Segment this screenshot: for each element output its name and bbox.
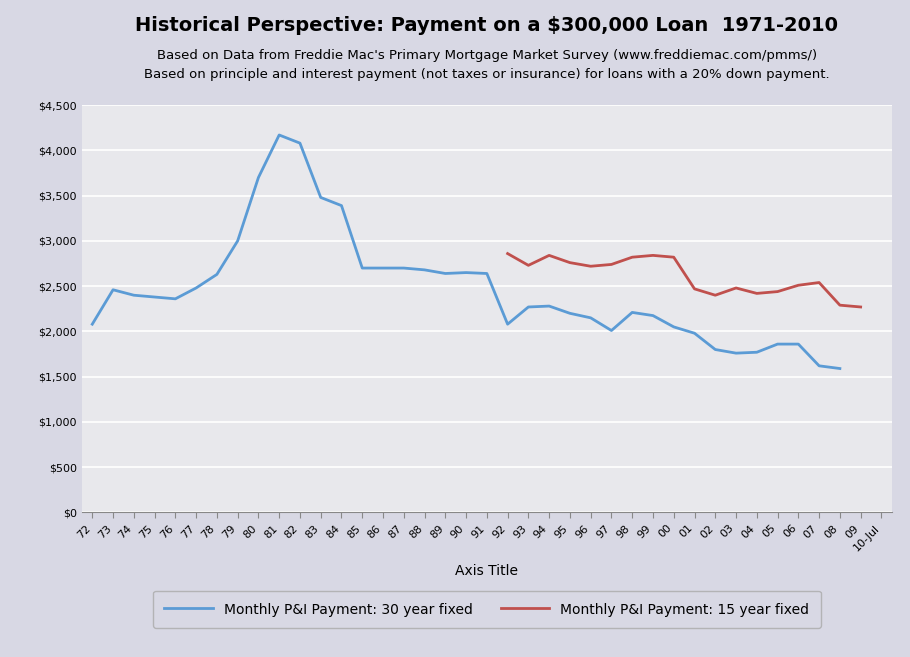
Monthly P&I Payment: 15 year fixed: (23, 2.76e+03): 15 year fixed: (23, 2.76e+03): [564, 259, 575, 267]
Monthly P&I Payment: 30 year fixed: (18, 2.65e+03): 30 year fixed: (18, 2.65e+03): [460, 269, 471, 277]
Monthly P&I Payment: 15 year fixed: (28, 2.82e+03): 15 year fixed: (28, 2.82e+03): [668, 253, 679, 261]
Monthly P&I Payment: 15 year fixed: (26, 2.82e+03): 15 year fixed: (26, 2.82e+03): [627, 253, 638, 261]
Monthly P&I Payment: 30 year fixed: (2, 2.4e+03): 30 year fixed: (2, 2.4e+03): [128, 291, 139, 299]
Monthly P&I Payment: 30 year fixed: (7, 3e+03): 30 year fixed: (7, 3e+03): [232, 237, 243, 245]
Monthly P&I Payment: 15 year fixed: (22, 2.84e+03): 15 year fixed: (22, 2.84e+03): [543, 252, 554, 260]
Monthly P&I Payment: 30 year fixed: (23, 2.2e+03): 30 year fixed: (23, 2.2e+03): [564, 309, 575, 317]
Monthly P&I Payment: 15 year fixed: (35, 2.54e+03): 15 year fixed: (35, 2.54e+03): [814, 279, 824, 286]
Monthly P&I Payment: 30 year fixed: (0, 2.08e+03): 30 year fixed: (0, 2.08e+03): [86, 320, 97, 328]
Monthly P&I Payment: 30 year fixed: (5, 2.48e+03): 30 year fixed: (5, 2.48e+03): [191, 284, 202, 292]
Monthly P&I Payment: 30 year fixed: (3, 2.38e+03): 30 year fixed: (3, 2.38e+03): [149, 293, 160, 301]
Monthly P&I Payment: 30 year fixed: (30, 1.8e+03): 30 year fixed: (30, 1.8e+03): [710, 346, 721, 353]
Monthly P&I Payment: 30 year fixed: (19, 2.64e+03): 30 year fixed: (19, 2.64e+03): [481, 269, 492, 277]
Monthly P&I Payment: 15 year fixed: (30, 2.4e+03): 15 year fixed: (30, 2.4e+03): [710, 291, 721, 299]
Monthly P&I Payment: 30 year fixed: (14, 2.7e+03): 30 year fixed: (14, 2.7e+03): [378, 264, 389, 272]
Monthly P&I Payment: 30 year fixed: (25, 2.01e+03): 30 year fixed: (25, 2.01e+03): [606, 327, 617, 334]
Monthly P&I Payment: 30 year fixed: (32, 1.77e+03): 30 year fixed: (32, 1.77e+03): [752, 348, 763, 356]
Monthly P&I Payment: 30 year fixed: (24, 2.15e+03): 30 year fixed: (24, 2.15e+03): [585, 314, 596, 322]
Monthly P&I Payment: 15 year fixed: (37, 2.27e+03): 15 year fixed: (37, 2.27e+03): [855, 303, 866, 311]
Monthly P&I Payment: 30 year fixed: (26, 2.21e+03): 30 year fixed: (26, 2.21e+03): [627, 309, 638, 317]
X-axis label: Axis Title: Axis Title: [455, 564, 519, 578]
Line: Monthly P&I Payment: 30 year fixed: Monthly P&I Payment: 30 year fixed: [92, 135, 840, 369]
Monthly P&I Payment: 30 year fixed: (31, 1.76e+03): 30 year fixed: (31, 1.76e+03): [731, 350, 742, 357]
Monthly P&I Payment: 30 year fixed: (35, 1.62e+03): 30 year fixed: (35, 1.62e+03): [814, 362, 824, 370]
Monthly P&I Payment: 30 year fixed: (22, 2.28e+03): 30 year fixed: (22, 2.28e+03): [543, 302, 554, 310]
Monthly P&I Payment: 15 year fixed: (27, 2.84e+03): 15 year fixed: (27, 2.84e+03): [648, 252, 659, 260]
Line: Monthly P&I Payment: 15 year fixed: Monthly P&I Payment: 15 year fixed: [508, 254, 861, 307]
Monthly P&I Payment: 30 year fixed: (13, 2.7e+03): 30 year fixed: (13, 2.7e+03): [357, 264, 368, 272]
Text: Based on Data from Freddie Mac's Primary Mortgage Market Survey (www.freddiemac.: Based on Data from Freddie Mac's Primary…: [157, 49, 817, 62]
Monthly P&I Payment: 15 year fixed: (36, 2.29e+03): 15 year fixed: (36, 2.29e+03): [834, 301, 845, 309]
Monthly P&I Payment: 30 year fixed: (16, 2.68e+03): 30 year fixed: (16, 2.68e+03): [420, 266, 430, 274]
Monthly P&I Payment: 15 year fixed: (32, 2.42e+03): 15 year fixed: (32, 2.42e+03): [752, 290, 763, 298]
Legend: Monthly P&I Payment: 30 year fixed, Monthly P&I Payment: 15 year fixed: Monthly P&I Payment: 30 year fixed, Mont…: [153, 591, 821, 627]
Monthly P&I Payment: 30 year fixed: (34, 1.86e+03): 30 year fixed: (34, 1.86e+03): [793, 340, 804, 348]
Monthly P&I Payment: 15 year fixed: (31, 2.48e+03): 15 year fixed: (31, 2.48e+03): [731, 284, 742, 292]
Monthly P&I Payment: 15 year fixed: (34, 2.51e+03): 15 year fixed: (34, 2.51e+03): [793, 281, 804, 289]
Monthly P&I Payment: 30 year fixed: (28, 2.05e+03): 30 year fixed: (28, 2.05e+03): [668, 323, 679, 331]
Monthly P&I Payment: 30 year fixed: (10, 4.08e+03): 30 year fixed: (10, 4.08e+03): [295, 139, 306, 147]
Monthly P&I Payment: 15 year fixed: (29, 2.47e+03): 15 year fixed: (29, 2.47e+03): [689, 285, 700, 293]
Monthly P&I Payment: 30 year fixed: (29, 1.98e+03): 30 year fixed: (29, 1.98e+03): [689, 329, 700, 337]
Monthly P&I Payment: 30 year fixed: (36, 1.59e+03): 30 year fixed: (36, 1.59e+03): [834, 365, 845, 373]
Monthly P&I Payment: 30 year fixed: (11, 3.48e+03): 30 year fixed: (11, 3.48e+03): [315, 194, 326, 202]
Monthly P&I Payment: 15 year fixed: (21, 2.73e+03): 15 year fixed: (21, 2.73e+03): [523, 261, 534, 269]
Monthly P&I Payment: 30 year fixed: (20, 2.08e+03): 30 year fixed: (20, 2.08e+03): [502, 320, 513, 328]
Monthly P&I Payment: 30 year fixed: (4, 2.36e+03): 30 year fixed: (4, 2.36e+03): [170, 295, 181, 303]
Text: Based on principle and interest payment (not taxes or insurance) for loans with : Based on principle and interest payment …: [144, 68, 830, 81]
Monthly P&I Payment: 30 year fixed: (21, 2.27e+03): 30 year fixed: (21, 2.27e+03): [523, 303, 534, 311]
Monthly P&I Payment: 30 year fixed: (6, 2.63e+03): 30 year fixed: (6, 2.63e+03): [211, 271, 222, 279]
Monthly P&I Payment: 30 year fixed: (17, 2.64e+03): 30 year fixed: (17, 2.64e+03): [440, 269, 450, 277]
Monthly P&I Payment: 15 year fixed: (20, 2.86e+03): 15 year fixed: (20, 2.86e+03): [502, 250, 513, 258]
Text: Historical Perspective: Payment on a $300,000 Loan  1971-2010: Historical Perspective: Payment on a $30…: [136, 16, 838, 35]
Monthly P&I Payment: 15 year fixed: (24, 2.72e+03): 15 year fixed: (24, 2.72e+03): [585, 262, 596, 270]
Monthly P&I Payment: 15 year fixed: (33, 2.44e+03): 15 year fixed: (33, 2.44e+03): [772, 288, 783, 296]
Monthly P&I Payment: 15 year fixed: (25, 2.74e+03): 15 year fixed: (25, 2.74e+03): [606, 260, 617, 268]
Monthly P&I Payment: 30 year fixed: (27, 2.18e+03): 30 year fixed: (27, 2.18e+03): [648, 311, 659, 319]
Monthly P&I Payment: 30 year fixed: (8, 3.7e+03): 30 year fixed: (8, 3.7e+03): [253, 173, 264, 181]
Monthly P&I Payment: 30 year fixed: (33, 1.86e+03): 30 year fixed: (33, 1.86e+03): [772, 340, 783, 348]
Monthly P&I Payment: 30 year fixed: (9, 4.17e+03): 30 year fixed: (9, 4.17e+03): [274, 131, 285, 139]
Monthly P&I Payment: 30 year fixed: (12, 3.39e+03): 30 year fixed: (12, 3.39e+03): [336, 202, 347, 210]
Monthly P&I Payment: 30 year fixed: (1, 2.46e+03): 30 year fixed: (1, 2.46e+03): [107, 286, 118, 294]
Monthly P&I Payment: 30 year fixed: (15, 2.7e+03): 30 year fixed: (15, 2.7e+03): [399, 264, 410, 272]
